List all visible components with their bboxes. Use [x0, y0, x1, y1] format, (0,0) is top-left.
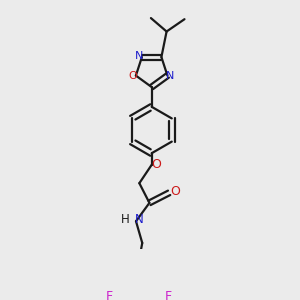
Text: O: O — [170, 185, 180, 198]
Text: N: N — [135, 51, 144, 61]
Text: F: F — [106, 290, 113, 300]
Text: N: N — [135, 213, 144, 226]
Text: H: H — [121, 213, 129, 226]
Text: O: O — [128, 71, 137, 81]
Text: F: F — [165, 290, 172, 300]
Text: O: O — [152, 158, 162, 170]
Text: N: N — [166, 70, 174, 81]
